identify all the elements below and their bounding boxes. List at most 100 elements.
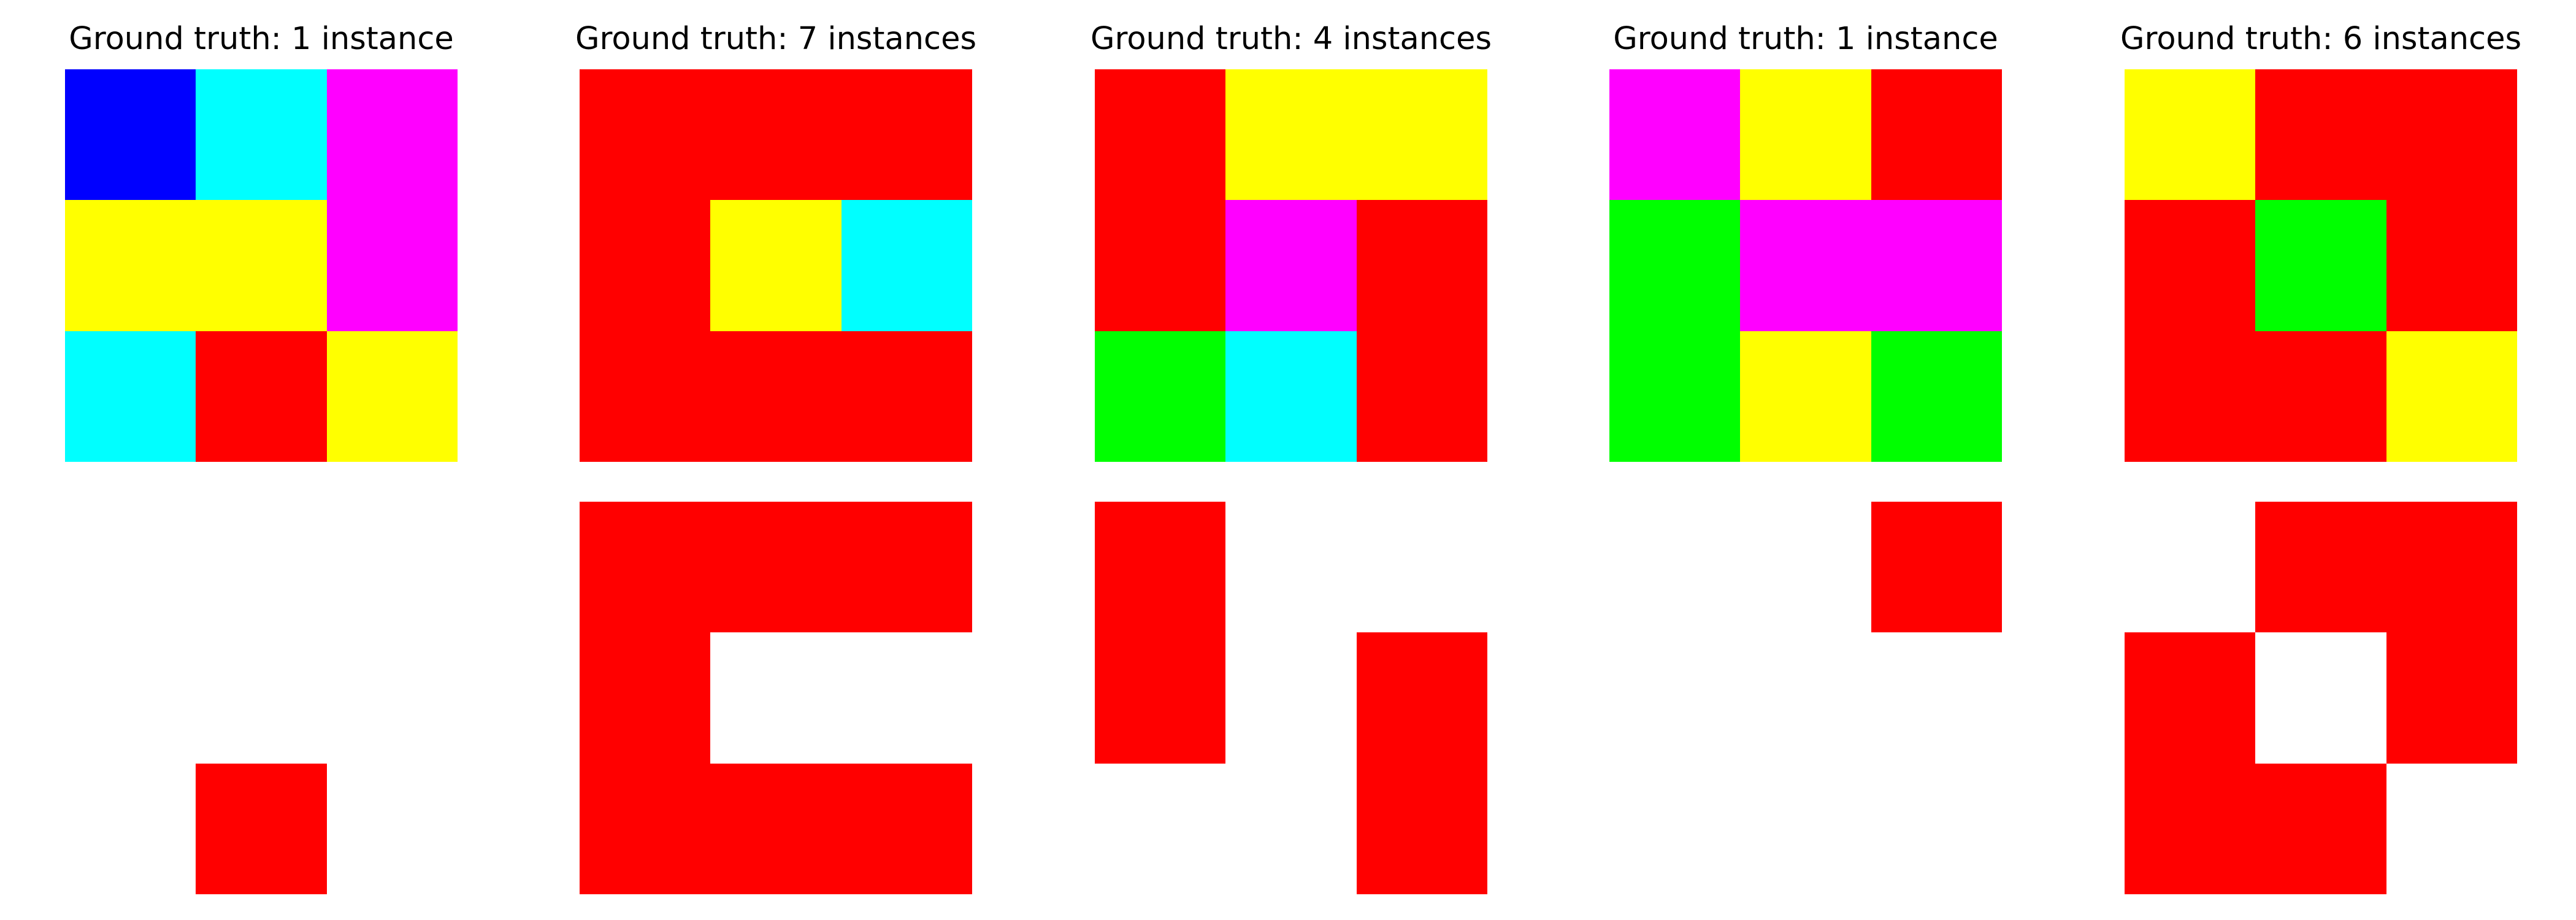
input-grid bbox=[1609, 69, 2002, 462]
grid-cell bbox=[1871, 632, 2002, 764]
grid-cell bbox=[196, 763, 327, 894]
grid-cell bbox=[65, 502, 196, 633]
grid-cell bbox=[2255, 200, 2386, 331]
output-grid bbox=[580, 502, 972, 894]
grid-cell bbox=[1740, 502, 1871, 633]
grid-cell bbox=[1356, 331, 1487, 462]
grid-cell bbox=[710, 763, 841, 894]
input-grid bbox=[65, 69, 458, 462]
grid-cell bbox=[2125, 763, 2256, 894]
input-grid bbox=[2125, 69, 2517, 462]
grid-cell bbox=[326, 69, 458, 201]
grid-cell bbox=[1225, 331, 1357, 462]
input-grid bbox=[580, 69, 972, 462]
grid-cell bbox=[1871, 200, 2002, 331]
grid-cell bbox=[1740, 331, 1871, 462]
output-grid bbox=[1095, 502, 1487, 894]
grid-cell bbox=[1871, 502, 2002, 633]
panel-title: Ground truth: 4 instances bbox=[1090, 21, 1492, 57]
grid-cell bbox=[196, 632, 327, 764]
grid-cell bbox=[1740, 632, 1871, 764]
panel-title: Ground truth: 1 instance bbox=[69, 21, 454, 57]
grid-cell bbox=[196, 200, 327, 331]
grid-cell bbox=[1356, 632, 1487, 764]
grid-cell bbox=[580, 200, 711, 331]
grid-cell bbox=[2386, 632, 2517, 764]
grid-cell bbox=[1609, 502, 1741, 633]
grid-cell bbox=[196, 69, 327, 201]
panel-title: Ground truth: 7 instances bbox=[575, 21, 977, 57]
grid-cell bbox=[1609, 331, 1741, 462]
grid-cell bbox=[1871, 69, 2002, 201]
grid-cell bbox=[2125, 200, 2256, 331]
grid-cell bbox=[2386, 763, 2517, 894]
grid-cell bbox=[1356, 69, 1487, 201]
grid-cell bbox=[326, 632, 458, 764]
grid-cell bbox=[65, 632, 196, 764]
grid-cell bbox=[1356, 763, 1487, 894]
grid-cell bbox=[841, 502, 972, 633]
grid-cell bbox=[580, 632, 711, 764]
grid-cell bbox=[2386, 502, 2517, 633]
grid-cell bbox=[2386, 200, 2517, 331]
grid-cell bbox=[65, 200, 196, 331]
grid-cell bbox=[710, 69, 841, 201]
grid-cell bbox=[326, 763, 458, 894]
panel-3: Ground truth: 4 instances bbox=[1091, 0, 1492, 920]
grid-cell bbox=[2386, 331, 2517, 462]
grid-cell bbox=[580, 331, 711, 462]
grid-cell bbox=[580, 763, 711, 894]
output-grid bbox=[1609, 502, 2002, 894]
grid-cell bbox=[196, 502, 327, 633]
grid-cell bbox=[1356, 502, 1487, 633]
grid-cell bbox=[1609, 200, 1741, 331]
panel-2: Ground truth: 7 instances bbox=[575, 0, 976, 920]
grid-cell bbox=[65, 763, 196, 894]
grid-cell bbox=[65, 331, 196, 462]
panel-title: Ground truth: 1 instance bbox=[1613, 21, 1998, 57]
panel-5: Ground truth: 6 instances bbox=[2120, 0, 2521, 920]
grid-cell bbox=[710, 502, 841, 633]
grid-cell bbox=[710, 331, 841, 462]
grid-cell bbox=[1609, 763, 1741, 894]
grid-cell bbox=[326, 331, 458, 462]
grid-cell bbox=[1095, 763, 1226, 894]
grid-cell bbox=[1095, 331, 1226, 462]
grid-cell bbox=[1225, 763, 1357, 894]
grid-cell bbox=[1095, 632, 1226, 764]
grid-cell bbox=[1225, 200, 1357, 331]
grid-cell bbox=[1740, 200, 1871, 331]
grid-cell bbox=[2125, 331, 2256, 462]
grid-cell bbox=[580, 69, 711, 201]
output-grid bbox=[65, 502, 458, 894]
grid-cell bbox=[1225, 502, 1357, 633]
grid-cell bbox=[1871, 331, 2002, 462]
grid-cell bbox=[65, 69, 196, 201]
grid-cell bbox=[1225, 632, 1357, 764]
grid-cell bbox=[2255, 632, 2386, 764]
grid-cell bbox=[2255, 331, 2386, 462]
grid-cell bbox=[1095, 200, 1226, 331]
grid-cell bbox=[841, 763, 972, 894]
grid-cell bbox=[326, 502, 458, 633]
grid-cell bbox=[1740, 69, 1871, 201]
panel-1: Ground truth: 1 instance bbox=[65, 0, 458, 920]
grid-cell bbox=[2386, 69, 2517, 201]
grid-cell bbox=[2125, 69, 2256, 201]
grid-cell bbox=[1609, 632, 1741, 764]
grid-cell bbox=[710, 200, 841, 331]
grid-cell bbox=[2255, 502, 2386, 633]
grid-cell bbox=[841, 632, 972, 764]
grid-cell bbox=[326, 200, 458, 331]
grid-cell bbox=[841, 200, 972, 331]
grid-cell bbox=[196, 331, 327, 462]
grid-cell bbox=[1609, 69, 1741, 201]
grid-cell bbox=[1356, 200, 1487, 331]
grid-cell bbox=[1740, 763, 1871, 894]
grid-cell bbox=[710, 632, 841, 764]
input-grid bbox=[1095, 69, 1487, 462]
output-grid bbox=[2125, 502, 2517, 894]
grid-cell bbox=[841, 331, 972, 462]
grid-cell bbox=[2255, 69, 2386, 201]
